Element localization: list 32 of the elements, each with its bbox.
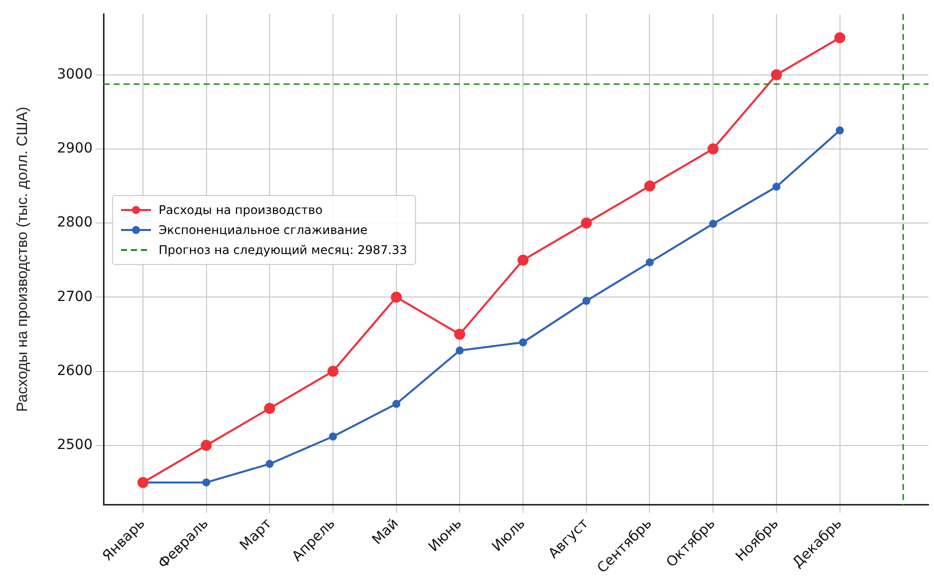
y-tick-label: 2900 <box>56 140 93 157</box>
point <box>644 180 656 192</box>
point <box>202 478 210 486</box>
point <box>770 69 782 80</box>
point <box>519 338 528 346</box>
point <box>646 258 654 266</box>
point <box>264 402 276 414</box>
point <box>709 220 718 228</box>
y-axis-title: Расходы на производство (тыс. долл. США) <box>14 106 32 412</box>
point <box>836 126 844 134</box>
y-tick-label: 2500 <box>56 437 93 454</box>
point <box>454 328 466 340</box>
y-tick-label: 2600 <box>56 362 93 379</box>
legend-label: Расходы на производство <box>158 202 323 219</box>
point <box>582 296 590 305</box>
point <box>328 432 337 441</box>
point <box>327 366 338 377</box>
point <box>390 292 402 303</box>
point <box>456 346 464 355</box>
point <box>266 460 274 468</box>
point <box>580 218 592 229</box>
point <box>200 440 212 451</box>
point <box>834 32 846 44</box>
y-tick-label: 2800 <box>56 214 93 231</box>
point <box>708 143 719 154</box>
point <box>518 254 529 266</box>
y-tick-label: 3000 <box>56 66 93 82</box>
point <box>772 182 780 191</box>
legend-label: Прогноз на следующий месяц: 2987.33 <box>158 242 408 259</box>
y-tick-label: 2700 <box>56 288 93 305</box>
legend-label: Экспоненциальное сглаживание <box>158 222 368 239</box>
point <box>392 400 400 408</box>
